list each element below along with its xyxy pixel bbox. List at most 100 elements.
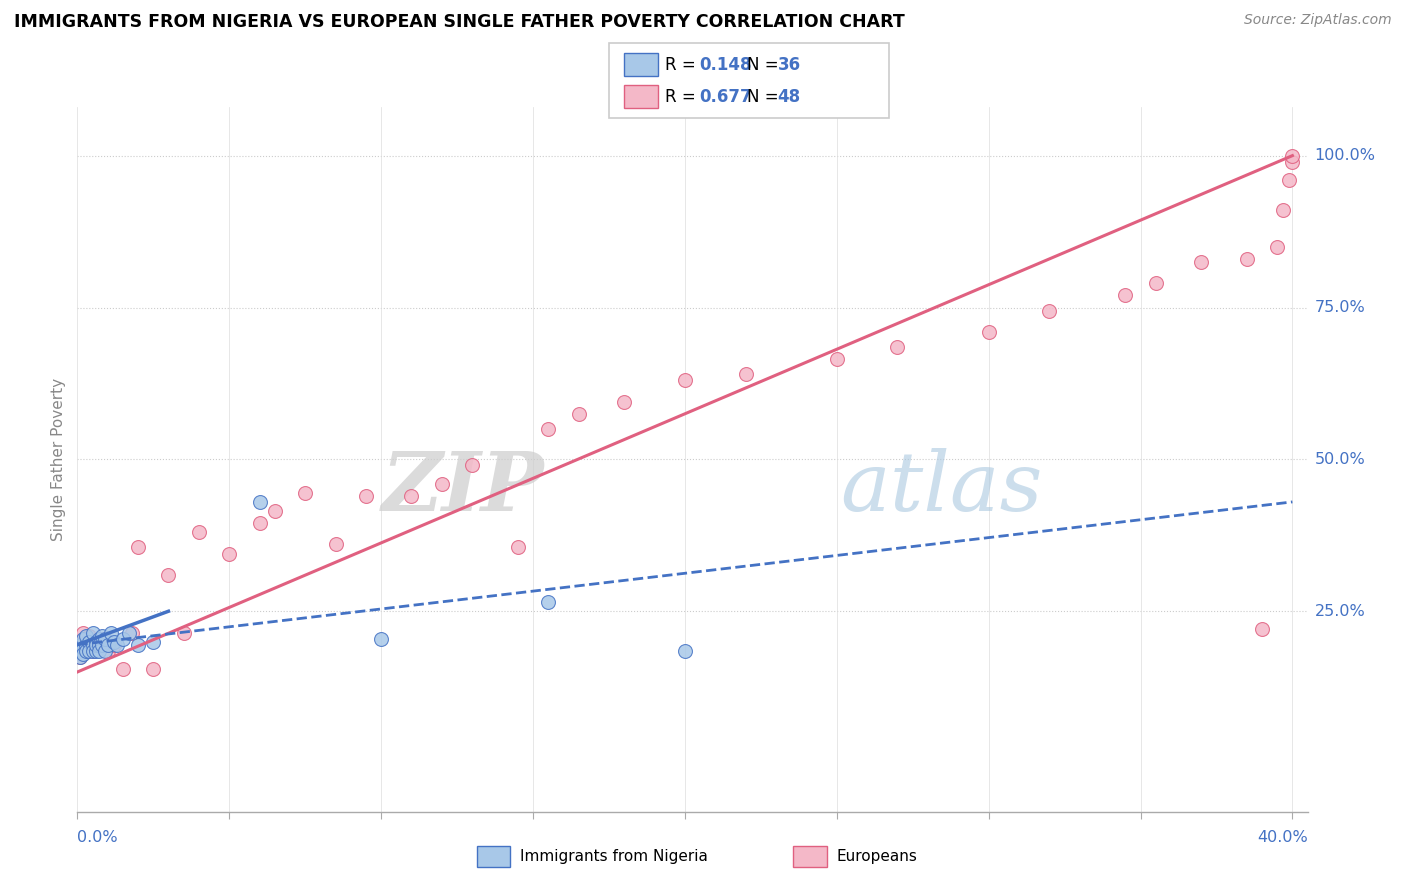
Point — [1114, 288, 1136, 302]
Point — [249, 495, 271, 509]
Point — [82, 638, 104, 652]
Text: N =: N = — [747, 55, 783, 73]
Point — [673, 373, 696, 387]
Point — [87, 632, 110, 646]
Point — [567, 407, 589, 421]
Point — [325, 537, 347, 551]
Point — [977, 325, 1000, 339]
Text: 100.0%: 100.0% — [1315, 148, 1375, 163]
Point — [1278, 173, 1301, 187]
Point — [734, 368, 756, 382]
Point — [1281, 154, 1303, 169]
Point — [173, 625, 195, 640]
Point — [506, 541, 529, 555]
Point — [249, 516, 271, 531]
Point — [111, 632, 134, 646]
Text: 0.148: 0.148 — [699, 55, 751, 73]
Point — [90, 638, 112, 652]
Point — [103, 634, 125, 648]
Point — [72, 638, 94, 652]
Point — [79, 628, 101, 642]
Point — [461, 458, 484, 473]
Point — [218, 547, 240, 561]
Text: Europeans: Europeans — [837, 849, 918, 863]
Point — [121, 625, 143, 640]
Point — [1038, 303, 1060, 318]
Text: Source: ZipAtlas.com: Source: ZipAtlas.com — [1244, 13, 1392, 28]
Point — [84, 638, 107, 652]
Point — [90, 638, 112, 652]
Point — [118, 625, 141, 640]
Point — [673, 644, 696, 658]
Point — [1189, 255, 1212, 269]
Text: R =: R = — [665, 87, 702, 105]
Point — [69, 644, 91, 658]
Point — [401, 489, 423, 503]
Point — [75, 644, 97, 658]
Point — [84, 644, 107, 658]
Text: atlas: atlas — [841, 448, 1042, 527]
Point — [537, 595, 560, 609]
Point — [1281, 148, 1303, 162]
Text: 48: 48 — [778, 87, 800, 105]
Text: R =: R = — [665, 55, 702, 73]
Point — [157, 567, 180, 582]
Text: 40.0%: 40.0% — [1257, 830, 1308, 845]
Point — [354, 489, 377, 503]
Y-axis label: Single Father Poverty: Single Father Poverty — [51, 378, 66, 541]
Point — [127, 638, 149, 652]
Point — [72, 625, 94, 640]
Point — [72, 647, 94, 661]
Point — [1236, 252, 1258, 266]
Point — [100, 625, 122, 640]
Point — [82, 644, 104, 658]
Text: 25.0%: 25.0% — [1315, 604, 1365, 619]
Point — [825, 352, 848, 367]
Point — [82, 625, 104, 640]
Point — [370, 632, 392, 646]
Point — [1265, 240, 1288, 254]
Point — [886, 340, 908, 354]
Text: 50.0%: 50.0% — [1315, 452, 1365, 467]
Point — [430, 476, 453, 491]
Point — [75, 638, 97, 652]
Point — [105, 638, 128, 652]
Text: ZIP: ZIP — [382, 448, 546, 527]
Point — [69, 644, 91, 658]
Point — [69, 649, 91, 664]
Text: 0.0%: 0.0% — [77, 830, 118, 845]
Text: 36: 36 — [778, 55, 800, 73]
Point — [93, 644, 115, 658]
Point — [79, 634, 101, 648]
Point — [93, 632, 115, 646]
Point — [142, 634, 165, 648]
Text: IMMIGRANTS FROM NIGERIA VS EUROPEAN SINGLE FATHER POVERTY CORRELATION CHART: IMMIGRANTS FROM NIGERIA VS EUROPEAN SING… — [14, 13, 905, 31]
Point — [87, 644, 110, 658]
Point — [263, 504, 285, 518]
Text: Immigrants from Nigeria: Immigrants from Nigeria — [520, 849, 709, 863]
Point — [72, 640, 94, 655]
Text: N =: N = — [747, 87, 783, 105]
Point — [87, 632, 110, 646]
Point — [111, 662, 134, 676]
Point — [127, 541, 149, 555]
Point — [1251, 623, 1274, 637]
Point — [82, 644, 104, 658]
Point — [75, 634, 97, 648]
Point — [142, 662, 165, 676]
Point — [72, 632, 94, 646]
Point — [1144, 277, 1167, 291]
Text: 0.677: 0.677 — [699, 87, 751, 105]
Point — [187, 525, 209, 540]
Point — [294, 485, 316, 500]
Point — [1272, 203, 1295, 218]
Point — [84, 638, 107, 652]
Point — [97, 638, 120, 652]
Point — [537, 422, 560, 436]
Point — [87, 638, 110, 652]
Text: 75.0%: 75.0% — [1315, 300, 1365, 315]
Point — [69, 649, 91, 664]
Point — [79, 644, 101, 658]
Point — [103, 638, 125, 652]
Point — [90, 628, 112, 642]
